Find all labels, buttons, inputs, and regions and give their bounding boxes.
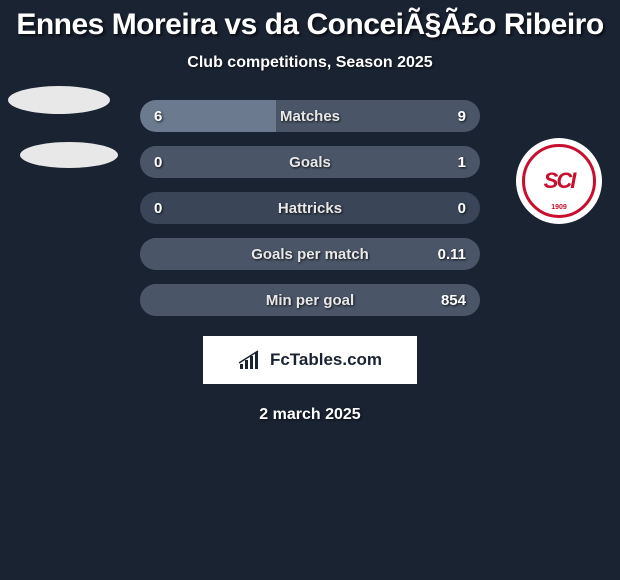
subtitle: Club competitions, Season 2025 — [0, 54, 620, 72]
stat-row: 0Hattricks0 — [140, 192, 480, 224]
stat-row: 0Goals1 — [140, 146, 480, 178]
player-right-club-badge: SCI 1909 — [516, 138, 602, 224]
footer-date: 2 march 2025 — [0, 406, 620, 424]
player-left-club-placeholder — [20, 142, 118, 168]
stat-value-right: 9 — [458, 100, 466, 132]
stat-value-right: 854 — [441, 284, 466, 316]
club-monogram: SCI — [544, 168, 575, 194]
stat-value-right: 0 — [458, 192, 466, 224]
stat-label: Goals per match — [140, 238, 480, 270]
stat-label: Min per goal — [140, 284, 480, 316]
comparison-card: Ennes Moreira vs da ConceiÃ§Ã£o Ribeiro … — [0, 0, 620, 424]
stat-label: Goals — [140, 146, 480, 178]
stat-row: 6Matches9 — [140, 100, 480, 132]
stat-label: Matches — [140, 100, 480, 132]
player-left-avatar-placeholder — [8, 86, 110, 114]
stat-value-right: 0.11 — [438, 238, 466, 270]
stat-label: Hattricks — [140, 192, 480, 224]
club-badge-inner: SCI 1909 — [522, 144, 596, 218]
page-title: Ennes Moreira vs da ConceiÃ§Ã£o Ribeiro — [0, 8, 620, 42]
source-logo-text: FcTables.com — [270, 350, 382, 370]
source-logo: FcTables.com — [203, 336, 417, 384]
stat-bars: 6Matches90Goals10Hattricks0Goals per mat… — [140, 100, 480, 316]
stat-row: Goals per match0.11 — [140, 238, 480, 270]
club-year: 1909 — [551, 204, 567, 211]
stat-row: Min per goal854 — [140, 284, 480, 316]
stats-area: SCI 1909 6Matches90Goals10Hattricks0Goal… — [0, 100, 620, 424]
stat-value-right: 1 — [458, 146, 466, 178]
chart-icon — [238, 350, 264, 370]
